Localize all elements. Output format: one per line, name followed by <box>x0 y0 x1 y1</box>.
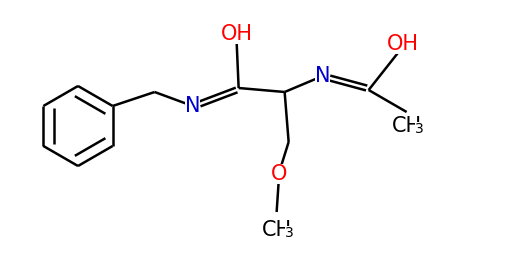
Text: O: O <box>270 164 287 184</box>
Text: N: N <box>185 96 200 116</box>
Text: 3: 3 <box>415 122 424 136</box>
Text: N: N <box>315 66 330 86</box>
Text: OH: OH <box>387 34 419 54</box>
Text: CH: CH <box>392 116 422 136</box>
Text: CH: CH <box>262 220 292 240</box>
Text: 3: 3 <box>285 226 294 240</box>
Text: OH: OH <box>221 24 252 44</box>
